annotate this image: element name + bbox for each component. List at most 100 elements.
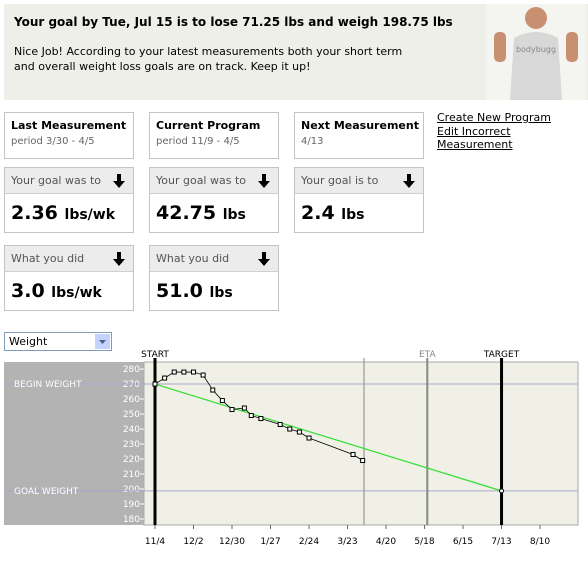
data-point bbox=[360, 458, 366, 464]
card-label: What you did bbox=[11, 252, 85, 265]
x-tick-label: 3/23 bbox=[337, 537, 357, 547]
card: Your goal is to 2.4 lbs bbox=[294, 167, 424, 233]
level-label: BEGIN WEIGHT bbox=[14, 380, 82, 390]
y-tick-label: 230 bbox=[123, 440, 140, 450]
value: 2.4 bbox=[301, 202, 335, 224]
goal-line bbox=[154, 383, 502, 492]
arrow-icon bbox=[258, 174, 270, 188]
marker-label: START bbox=[141, 350, 169, 360]
arrow-icon bbox=[113, 174, 125, 188]
card-subtitle: period 11/9 - 4/5 bbox=[156, 136, 240, 147]
data-point bbox=[210, 387, 216, 393]
level-label: GOAL WEIGHT bbox=[14, 487, 79, 497]
card-label: Your goal is to bbox=[301, 174, 379, 187]
y-tick-label: 260 bbox=[123, 395, 140, 405]
marker-label: TARGET bbox=[483, 350, 520, 360]
select-value: Weight bbox=[9, 335, 48, 348]
x-tick-label: 6/15 bbox=[453, 537, 473, 547]
card-title: Current Program bbox=[156, 119, 261, 132]
plot-area bbox=[143, 361, 579, 526]
data-point bbox=[287, 426, 293, 432]
data-point bbox=[241, 405, 247, 411]
banner-title: Your goal by Tue, Jul 15 is to lose 71.2… bbox=[14, 15, 453, 29]
card-header: Your goal is to bbox=[295, 168, 423, 194]
unit: lbs/wk bbox=[51, 285, 102, 301]
x-tick-label: 11/4 bbox=[145, 537, 165, 547]
value: 42.75 bbox=[156, 202, 217, 224]
card: What you did 51.0 lbs bbox=[149, 245, 279, 311]
data-point bbox=[181, 369, 187, 375]
card: Next Measurement 4/13 bbox=[294, 112, 424, 159]
y-tick-label: 200 bbox=[123, 485, 140, 495]
banner-message: Nice Job! According to your latest measu… bbox=[14, 45, 403, 73]
card-value: 2.36 lbs/wk bbox=[5, 194, 133, 224]
data-point bbox=[171, 369, 177, 375]
y-tick-label: 190 bbox=[123, 500, 140, 510]
data-point bbox=[200, 372, 206, 378]
card: Your goal was to 2.36 lbs/wk bbox=[4, 167, 134, 233]
card-header: What you did bbox=[150, 246, 278, 272]
y-tick-label: 280 bbox=[123, 365, 140, 375]
data-point bbox=[306, 435, 312, 441]
card-header: What you did bbox=[5, 246, 133, 272]
data-point bbox=[229, 407, 235, 413]
arrow-icon bbox=[403, 174, 415, 188]
data-point bbox=[277, 422, 283, 428]
card-title: Next Measurement bbox=[301, 119, 419, 132]
select-button bbox=[95, 334, 110, 349]
card: Your goal was to 42.75 lbs bbox=[149, 167, 279, 233]
x-tick-label: 12/30 bbox=[219, 537, 245, 547]
card: What you did 3.0 lbs/wk bbox=[4, 245, 134, 311]
card-title: Last Measurement bbox=[11, 119, 127, 132]
chart: 180 190 200 210 220 230 240 250 260 270 280 11/4 12/… bbox=[4, 350, 579, 547]
unit: lbs bbox=[209, 285, 233, 301]
arrow-icon bbox=[113, 252, 125, 266]
card-header: Your goal was to bbox=[5, 168, 133, 194]
link[interactable]: Edit Incorrect Measurement bbox=[437, 125, 513, 151]
y-panel bbox=[4, 362, 144, 525]
value: 2.36 bbox=[11, 202, 58, 224]
shirt-text: bodybugg bbox=[516, 45, 556, 54]
arrow-icon bbox=[258, 252, 270, 266]
goal-point bbox=[499, 488, 505, 494]
data-point bbox=[248, 413, 254, 419]
card-label: Your goal was to bbox=[11, 174, 101, 187]
card-subtitle: period 3/30 - 4/5 bbox=[11, 136, 95, 147]
card-header: Your goal was to bbox=[150, 168, 278, 194]
data-point bbox=[191, 369, 197, 375]
y-tick-label: 250 bbox=[123, 410, 140, 420]
data-point bbox=[296, 429, 302, 435]
card-label: What you did bbox=[156, 252, 230, 265]
link[interactable]: Create New Program bbox=[437, 111, 551, 124]
banner: Your goal by Tue, Jul 15 is to lose 71.2… bbox=[4, 4, 588, 100]
card-label: Your goal was to bbox=[156, 174, 246, 187]
x-tick-label: 1/27 bbox=[260, 537, 280, 547]
card-value: 3.0 lbs/wk bbox=[5, 272, 133, 302]
marker-label: ETA bbox=[419, 350, 436, 360]
value: 3.0 bbox=[11, 280, 45, 302]
y-tick-label: 220 bbox=[123, 455, 140, 465]
x-tick-label: 12/2 bbox=[183, 537, 203, 547]
unit: lbs/wk bbox=[64, 207, 116, 223]
x-tick-label: 5/18 bbox=[414, 537, 434, 547]
card-value: 42.75 lbs bbox=[150, 194, 278, 224]
data-point bbox=[350, 452, 356, 458]
card: Current Program period 11/9 - 4/5 bbox=[149, 112, 279, 159]
data-point bbox=[152, 381, 158, 387]
card-value: 2.4 lbs bbox=[295, 194, 423, 224]
data-point bbox=[219, 398, 225, 404]
x-tick-label: 2/24 bbox=[299, 537, 319, 547]
y-tick-label: 240 bbox=[123, 425, 140, 435]
x-tick-label: 7/13 bbox=[491, 537, 511, 547]
data-point bbox=[162, 375, 168, 381]
y-tick-label: 180 bbox=[123, 515, 140, 525]
unit: lbs bbox=[341, 207, 365, 223]
x-tick-label: 4/20 bbox=[376, 537, 396, 547]
card-value: 51.0 lbs bbox=[150, 272, 278, 302]
unit: lbs bbox=[222, 207, 246, 223]
select[interactable]: Weight bbox=[4, 332, 112, 351]
card-subtitle: 4/13 bbox=[301, 136, 324, 147]
card: Last Measurement period 3/30 - 4/5 bbox=[4, 112, 134, 159]
y-tick-label: 210 bbox=[123, 470, 140, 480]
